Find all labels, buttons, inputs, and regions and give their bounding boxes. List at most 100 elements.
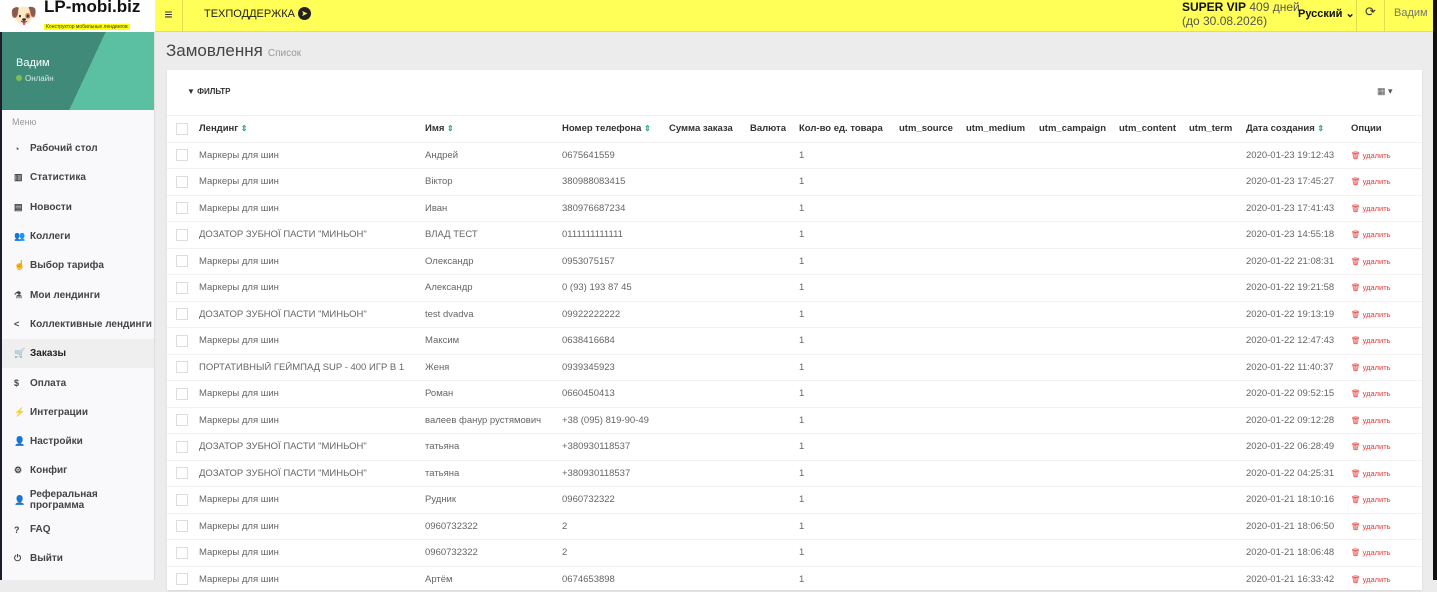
delete-button[interactable]: 🗑 удалить <box>1347 310 1422 319</box>
delete-label: удалить <box>1363 204 1391 213</box>
dollar-icon: $ <box>14 378 30 388</box>
row-checkbox[interactable] <box>176 388 188 400</box>
cell-2: +380930118537 <box>558 441 665 452</box>
cell-11: 2020-01-23 17:45:27 <box>1242 176 1347 187</box>
cell-1: Александр <box>421 282 558 293</box>
sidebar-item-1[interactable]: ◔Рабочий стол <box>2 134 154 163</box>
column-header: Валюта <box>746 123 795 134</box>
column-header: Опции <box>1347 123 1422 134</box>
row-checkbox[interactable] <box>176 282 188 294</box>
delete-button[interactable]: 🗑 удалить <box>1347 469 1422 478</box>
sidebar-item-8[interactable]: 🛒Заказы <box>2 339 154 368</box>
row-checkbox[interactable] <box>176 573 188 585</box>
row-checkbox[interactable] <box>176 335 188 347</box>
delete-button[interactable]: 🗑 удалить <box>1347 336 1422 345</box>
delete-button[interactable]: 🗑 удалить <box>1347 257 1422 266</box>
trash-icon: 🗑 <box>1351 416 1361 425</box>
sidebar-item-3[interactable]: ▤Новости <box>2 193 154 222</box>
row-checkbox[interactable] <box>176 308 188 320</box>
trash-icon: 🗑 <box>1351 575 1361 584</box>
sidebar-item-2[interactable]: ▥Статистика <box>2 163 154 192</box>
plan-name: SUPER VIP <box>1182 0 1246 14</box>
column-header[interactable]: Номер телефона ⇕ <box>558 123 665 134</box>
delete-button[interactable]: 🗑 удалить <box>1347 442 1422 451</box>
cell-5: 1 <box>795 335 895 346</box>
sidebar-item-label: Выбор тарифа <box>30 260 104 271</box>
delete-button[interactable]: 🗑 удалить <box>1347 522 1422 531</box>
sidebar-item-12[interactable]: ⚙Конфиг <box>2 456 154 485</box>
cell-1: Віктор <box>421 176 558 187</box>
sidebar-item-15[interactable]: ⏻Выйти <box>2 544 154 573</box>
sidebar-item-5[interactable]: ☝Выбор тарифа <box>2 251 154 280</box>
delete-button[interactable]: 🗑 удалить <box>1347 416 1422 425</box>
row-checkbox[interactable] <box>176 467 188 479</box>
sidebar-item-4[interactable]: 👥Коллеги <box>2 222 154 251</box>
delete-button[interactable]: 🗑 удалить <box>1347 204 1422 213</box>
row-checkbox[interactable] <box>176 176 188 188</box>
delete-label: удалить <box>1363 283 1391 292</box>
row-checkbox[interactable] <box>176 520 188 532</box>
column-selector-button[interactable]: ▦ ▾ <box>1377 86 1393 97</box>
sidebar-item-label: Рабочий стол <box>30 143 98 154</box>
delete-button[interactable]: 🗑 удалить <box>1347 575 1422 584</box>
sidebar-item-14[interactable]: ?FAQ <box>2 515 154 544</box>
sidebar-item-13[interactable]: 👤Реферальная программа <box>2 486 154 515</box>
sidebar-item-9[interactable]: $Оплата <box>2 368 154 397</box>
trash-icon: 🗑 <box>1351 548 1361 557</box>
delete-button[interactable]: 🗑 удалить <box>1347 363 1422 372</box>
row-checkbox[interactable] <box>176 361 188 373</box>
select-all-checkbox[interactable] <box>176 123 188 135</box>
sidebar-item-7[interactable]: <Коллективные лендинги <box>2 310 154 339</box>
sort-icon[interactable]: ⇕ <box>447 124 454 133</box>
delete-button[interactable]: 🗑 удалить <box>1347 495 1422 504</box>
logo[interactable]: 🐶 LP-mobi.biz Конструктор мобильных ленд… <box>0 0 155 32</box>
column-header-label: Дата создания <box>1246 123 1315 134</box>
top-bar: 🐶 LP-mobi.biz Конструктор мобильных ленд… <box>0 0 1433 32</box>
row-checkbox[interactable] <box>176 414 188 426</box>
cell-1: Андрей <box>421 150 558 161</box>
sidebar-item-11[interactable]: 👤Настройки <box>2 427 154 456</box>
delete-label: удалить <box>1363 257 1391 266</box>
sidebar-item-10[interactable]: ⚡Интеграции <box>2 398 154 427</box>
sort-icon[interactable]: ⇕ <box>241 124 248 133</box>
row-checkbox[interactable] <box>176 494 188 506</box>
sidebar-item-6[interactable]: ⚗Мои лендинги <box>2 280 154 309</box>
row-checkbox[interactable] <box>176 149 188 161</box>
delete-button[interactable]: 🗑 удалить <box>1347 230 1422 239</box>
cell-0: Маркеры для шин <box>195 256 421 267</box>
menu-toggle-button[interactable]: ≡ <box>155 0 183 32</box>
sort-icon[interactable]: ⇕ <box>644 124 651 133</box>
trash-icon: 🗑 <box>1351 442 1361 451</box>
telegram-icon: ➤ <box>298 7 311 20</box>
sort-icon[interactable]: ⇕ <box>1317 124 1324 133</box>
row-checkbox[interactable] <box>176 255 188 267</box>
user-menu[interactable]: Вадим <box>1394 7 1428 19</box>
delete-button[interactable]: 🗑 удалить <box>1347 177 1422 186</box>
delete-button[interactable]: 🗑 удалить <box>1347 151 1422 160</box>
delete-button[interactable]: 🗑 удалить <box>1347 548 1422 557</box>
row-checkbox[interactable] <box>176 441 188 453</box>
support-link[interactable]: ТЕХПОДДЕРЖКА➤ <box>204 7 311 20</box>
language-dropdown[interactable]: Русский ⌄ <box>1298 7 1355 20</box>
column-header[interactable]: Имя ⇕ <box>421 123 558 134</box>
sidebar-item-label: Реферальная программа <box>30 489 154 511</box>
cell-0: Маркеры для шин <box>195 335 421 346</box>
column-header[interactable]: Лендинг ⇕ <box>195 123 421 134</box>
column-header: utm_campaign <box>1035 123 1115 134</box>
column-header[interactable]: Дата создания ⇕ <box>1242 123 1347 134</box>
filter-button[interactable]: ▼ ФИЛЬТР <box>187 87 231 96</box>
refresh-button[interactable]: ⟳ <box>1356 0 1385 32</box>
cell-11: 2020-01-23 19:12:43 <box>1242 150 1347 161</box>
cell-0: Маркеры для шин <box>195 388 421 399</box>
column-header-label: utm_term <box>1189 123 1232 134</box>
row-checkbox[interactable] <box>176 229 188 241</box>
delete-button[interactable]: 🗑 удалить <box>1347 389 1422 398</box>
table-row: ДОЗАТОР ЗУБНОЇ ПАСТИ "МИНЬОН"татьяна+380… <box>167 433 1422 460</box>
row-checkbox[interactable] <box>176 202 188 214</box>
delete-button[interactable]: 🗑 удалить <box>1347 283 1422 292</box>
row-checkbox[interactable] <box>176 547 188 559</box>
cell-5: 1 <box>795 521 895 532</box>
